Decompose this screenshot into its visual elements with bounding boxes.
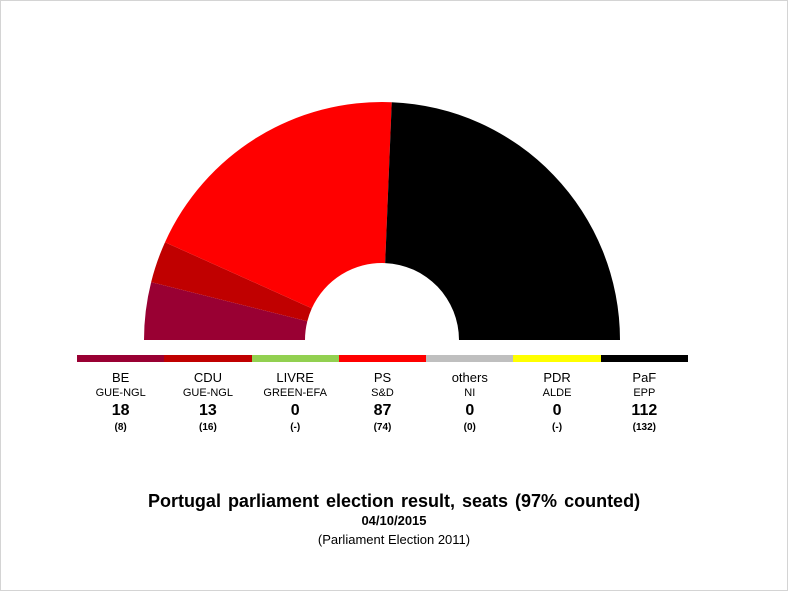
party-group: S&D: [371, 387, 394, 399]
party-name: CDU: [193, 370, 222, 385]
party-color-bar-pdr: [513, 355, 601, 362]
chart-date: 04/10/2015: [361, 513, 427, 528]
chart-titles: Portugal parliament election result, sea…: [0, 490, 788, 550]
party-paf: PaF EPP 112 (132): [600, 355, 688, 435]
party-previous-seats: (0): [463, 422, 476, 433]
seat-segment-paf: [385, 102, 620, 340]
party-name: LIVRE: [276, 370, 314, 385]
party-group: GREEN-EFA: [263, 387, 327, 399]
party-color-bar-paf: [600, 355, 688, 362]
party-previous-seats: (74): [373, 422, 392, 433]
party-previous-seats: (8): [114, 422, 127, 433]
party-color-bar-livre: [251, 355, 339, 362]
party-color-bar-others: [426, 355, 514, 362]
party-previous-seats: (132): [632, 422, 656, 433]
party-seats: 112: [631, 402, 658, 419]
seat-segment-ps: [165, 102, 392, 309]
party-seats: 13: [199, 402, 217, 419]
party-group: ALDE: [542, 387, 572, 399]
chart-title: Portugal parliament election result, sea…: [147, 491, 641, 511]
party-group: GUE-NGL: [182, 387, 233, 399]
party-color-bar-ps: [338, 355, 427, 362]
party-cdu: CDU GUE-NGL 13 (16): [164, 355, 252, 435]
party-previous-seats: (-): [552, 422, 563, 433]
party-color-bar-be: [77, 355, 165, 362]
party-previous-seats: (-): [290, 422, 301, 433]
party-be: BE GUE-NGL 18 (8): [77, 355, 165, 435]
party-name: BE: [111, 370, 130, 385]
party-name: PaF: [632, 370, 657, 385]
party-name: PDR: [543, 370, 571, 385]
party-group: EPP: [633, 387, 656, 399]
party-name: others: [451, 370, 488, 385]
party-color-bar-cdu: [164, 355, 252, 362]
party-ps: PS S&D 87 (74): [338, 355, 427, 435]
party-pdr: PDR ALDE 0 (-): [513, 355, 601, 435]
chart-subtitle: (Parliament Election 2011): [317, 532, 471, 547]
party-name: PS: [373, 370, 392, 385]
party-others: others NI 0 (0): [426, 355, 514, 435]
party-seats: 0: [290, 402, 300, 419]
party-previous-seats: (16): [199, 422, 217, 433]
party-livre: LIVRE GREEN-EFA 0 (-): [251, 355, 339, 435]
party-seats: 87: [373, 402, 392, 419]
seat-segment-cdu: [151, 242, 312, 322]
party-group: NI: [464, 387, 476, 399]
party-seats: 18: [111, 402, 130, 419]
seat-segment-be: [144, 282, 308, 340]
party-seats: 0: [465, 402, 475, 419]
party-group: GUE-NGL: [95, 387, 146, 399]
party-seats: 0: [552, 402, 562, 419]
party-legend: BE GUE-NGL 18 (8) CDU GUE-NGL 13 (16) LI…: [77, 355, 688, 435]
